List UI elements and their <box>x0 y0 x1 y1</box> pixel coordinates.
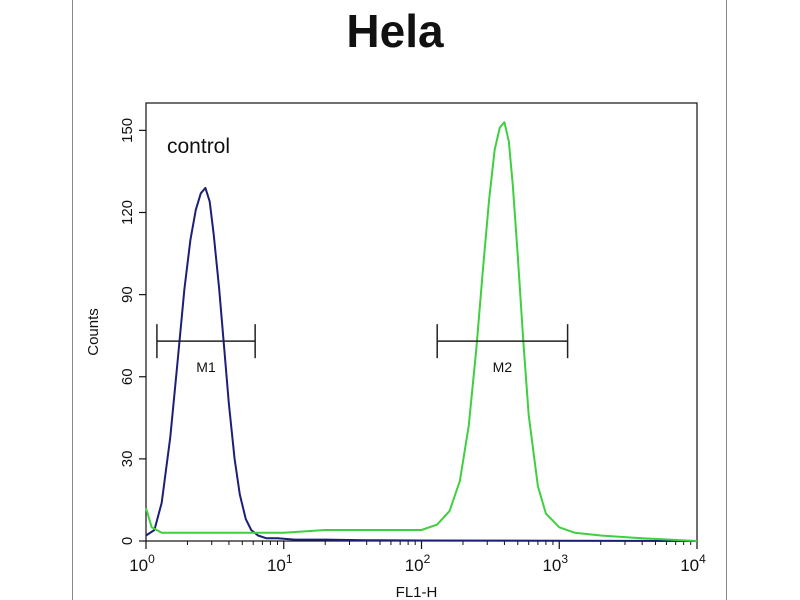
plot-frame <box>145 102 698 542</box>
x-axis-label: FL1-H <box>396 584 438 600</box>
frame-right-line <box>726 0 727 600</box>
y-tick-label-150: 150 <box>119 118 136 143</box>
histogram-series-1 <box>145 186 698 542</box>
control-annotation: control <box>167 135 230 158</box>
chart-title: Hela <box>346 5 444 57</box>
m2-label: M2 <box>493 359 513 375</box>
y-tick-label-30: 30 <box>119 451 136 468</box>
frame-left-line <box>72 0 73 600</box>
x-tick-label-0: 100 <box>129 552 155 575</box>
histogram-series-2 <box>145 121 698 542</box>
x-tick-label-3: 103 <box>542 552 568 575</box>
m1-label: M1 <box>196 359 216 375</box>
x-tick-label-4: 104 <box>680 552 706 575</box>
y-tick-label-0: 0 <box>119 537 136 545</box>
x-tick-label-2: 102 <box>405 552 431 575</box>
x-tick-label-1: 101 <box>267 552 293 575</box>
y-tick-label-120: 120 <box>119 200 136 225</box>
y-tick-label-60: 60 <box>119 368 136 385</box>
y-axis-label: Counts <box>85 308 102 356</box>
y-tick-label-90: 90 <box>119 286 136 303</box>
